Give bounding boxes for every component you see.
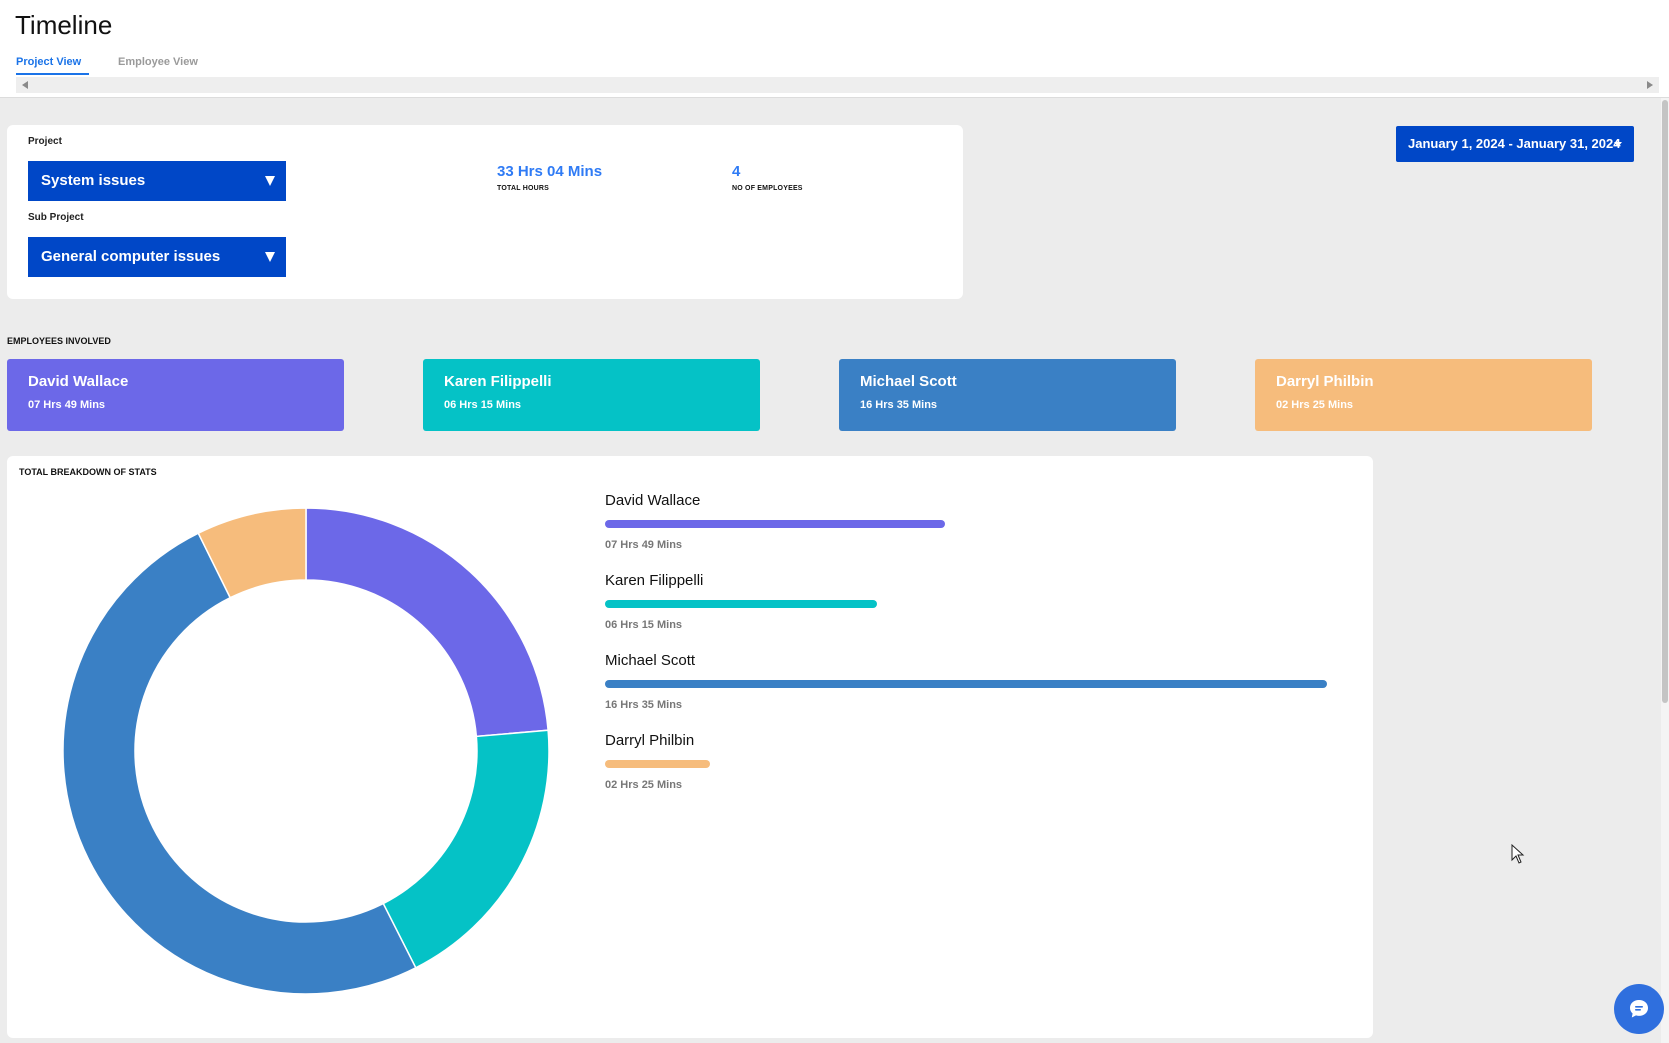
employee-card-michael-scott[interactable]: Michael Scott 16 Hrs 35 Mins (839, 359, 1176, 431)
donut-slice-darryl-philbin (197, 507, 307, 599)
employee-hours: 06 Hrs 15 Mins (444, 399, 522, 411)
donut-slice-michael-scott (62, 532, 417, 995)
bar-label: David Wallace (605, 492, 701, 509)
tab-project-view[interactable]: Project View (16, 56, 89, 75)
bar-hours: 16 Hrs 35 Mins (605, 699, 683, 711)
project-select-value: System issues (41, 172, 146, 189)
bar-david-wallace (605, 520, 945, 528)
caret-down-icon (1614, 142, 1622, 147)
employee-card-darryl-philbin[interactable]: Darryl Philbin 02 Hrs 25 Mins (1255, 359, 1592, 431)
employee-count-value: 4 (732, 163, 741, 180)
bar-hours: 06 Hrs 15 Mins (605, 619, 683, 631)
employee-name: Darryl Philbin (1276, 373, 1374, 390)
chat-button[interactable] (1614, 984, 1664, 1034)
employee-hours: 16 Hrs 35 Mins (860, 399, 938, 411)
scroll-right-icon[interactable] (1647, 81, 1653, 89)
employee-name: David Wallace (28, 373, 129, 390)
bar-darryl-philbin (605, 760, 710, 768)
scroll-left-icon[interactable] (22, 81, 28, 89)
date-range-button[interactable]: January 1, 2024 - January 31, 2024 (1396, 126, 1634, 162)
top-bar: Timeline Project View Employee View (0, 0, 1669, 98)
breakdown-heading: TOTAL BREAKDOWN OF STATS (19, 467, 157, 477)
employee-count-label: NO OF EMPLOYEES (732, 185, 803, 192)
horizontal-scrollbar[interactable] (16, 77, 1659, 93)
employee-hours: 07 Hrs 49 Mins (28, 399, 106, 411)
tab-employee-view[interactable]: Employee View (118, 56, 198, 68)
project-label: Project (28, 136, 62, 147)
employee-card-karen-filippelli[interactable]: Karen Filippelli 06 Hrs 15 Mins (423, 359, 760, 431)
donut-slice-david-wallace (305, 507, 549, 738)
bar-label: Darryl Philbin (605, 732, 695, 749)
subproject-select-value: General computer issues (41, 248, 221, 265)
employee-hours: 02 Hrs 25 Mins (1276, 399, 1354, 411)
project-select[interactable]: System issues (28, 161, 286, 201)
employee-card-david-wallace[interactable]: David Wallace 07 Hrs 49 Mins (7, 359, 344, 431)
total-hours-label: TOTAL HOURS (497, 185, 549, 192)
bar-hours: 07 Hrs 49 Mins (605, 539, 683, 551)
caret-down-icon (265, 176, 275, 186)
subproject-label: Sub Project (28, 212, 84, 223)
date-range-label: January 1, 2024 - January 31, 2024 (1408, 136, 1621, 151)
employee-name: Michael Scott (860, 373, 957, 390)
page-title: Timeline (15, 10, 113, 40)
donut-chart (62, 507, 550, 995)
total-hours-value: 33 Hrs 04 Mins (497, 163, 603, 180)
employees-heading: EMPLOYEES INVOLVED (7, 336, 111, 346)
subproject-select[interactable]: General computer issues (28, 237, 286, 277)
bar-michael-scott (605, 680, 1327, 688)
mouse-pointer-icon (1511, 844, 1525, 864)
bar-karen-filippelli (605, 600, 877, 608)
bar-label: Karen Filippelli (605, 572, 704, 589)
vertical-scrollbar-thumb[interactable] (1662, 100, 1668, 703)
caret-down-icon (265, 252, 275, 262)
donut-slice-karen-filippelli (382, 729, 550, 969)
bar-label: Michael Scott (605, 652, 696, 669)
project-filter-card: Project System issues Sub Project Genera… (7, 125, 963, 299)
bar-hours: 02 Hrs 25 Mins (605, 779, 683, 791)
employee-name: Karen Filippelli (444, 373, 552, 390)
chat-bubble-icon (1630, 1000, 1648, 1018)
